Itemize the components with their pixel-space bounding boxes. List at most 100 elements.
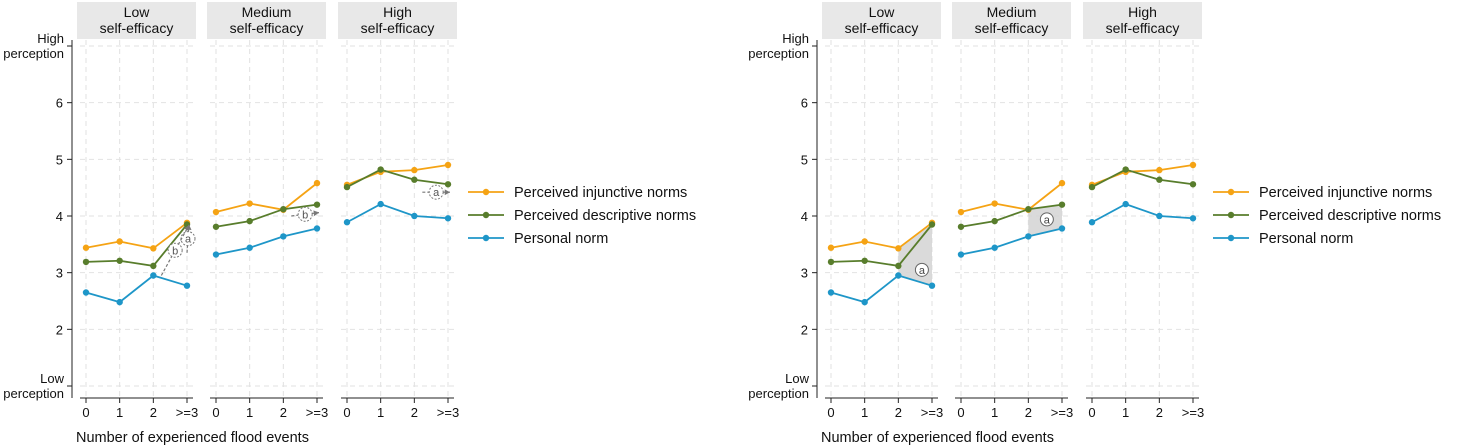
y-tick-label: 3	[801, 266, 808, 281]
x-tick-label: 2	[150, 405, 157, 420]
panel-title-line-1: self-efficacy	[1106, 20, 1180, 36]
y-tick-label: 6	[801, 96, 808, 111]
panel-title: High self-efficacy	[361, 4, 435, 36]
data-point-personal	[1025, 233, 1032, 240]
data-point-descriptive	[377, 166, 384, 173]
data-point-injunctive	[1189, 161, 1197, 169]
panel-title: High self-efficacy	[1106, 4, 1180, 36]
data-point-descriptive	[411, 176, 418, 183]
panel-3: High self-efficacy 0 1 2 >=3	[1083, 2, 1204, 420]
data-point-descriptive	[928, 221, 936, 228]
series-line-injunctive	[215, 182, 318, 213]
data-point-descriptive	[150, 262, 157, 270]
legend-marker-injunctive	[1227, 188, 1235, 196]
x-tick-label: 0	[82, 405, 89, 420]
data-point-personal	[1156, 212, 1163, 220]
series-line-personal	[215, 227, 318, 256]
legend-marker-personal	[1227, 234, 1235, 242]
data-point-personal	[313, 225, 321, 232]
x-tick-label: 0	[1088, 405, 1095, 420]
annotation-label: a	[1044, 214, 1051, 226]
legend: Perceived injunctive norms Perceived desc…	[1213, 185, 1441, 247]
data-point-descriptive	[861, 257, 868, 264]
data-point-injunctive	[150, 245, 157, 252]
y-tick-label: 6	[56, 96, 63, 111]
x-tick-label: 2	[895, 405, 902, 420]
series-line-descriptive	[960, 203, 1063, 228]
x-tick-label: 1	[861, 405, 868, 420]
x-tick-label: 2	[1156, 405, 1163, 420]
y-tick-label-line-0: High	[782, 31, 809, 46]
data-point-injunctive	[827, 244, 835, 251]
x-tick-label: >=3	[1051, 405, 1073, 420]
panel-header	[338, 2, 457, 39]
panel-title-line-1: self-efficacy	[230, 20, 304, 36]
panel-1: Low self-efficacy 0 1 2 >=3 a	[822, 2, 943, 420]
panel-title-line-1: self-efficacy	[975, 20, 1049, 36]
data-point-descriptive	[1156, 176, 1163, 183]
annotation-label: a	[185, 234, 192, 246]
panel-2: Medium self-efficacy 0 1 2 >=3 b	[207, 2, 328, 420]
panel-title: Medium self-efficacy	[230, 4, 304, 36]
series-line-personal	[830, 274, 933, 304]
data-point-personal	[280, 233, 287, 240]
series-line-personal	[1091, 203, 1194, 224]
y-tick-label: 4	[56, 209, 63, 224]
data-point-personal	[82, 289, 90, 296]
data-point-injunctive	[861, 238, 868, 245]
data-point-descriptive	[116, 257, 123, 264]
panel-header	[952, 2, 1071, 39]
y-tick-label-line-0: Low	[40, 371, 64, 386]
legend-label: Personal norm	[1259, 231, 1353, 247]
data-point-descriptive	[895, 262, 902, 270]
panel-title: Medium self-efficacy	[975, 4, 1049, 36]
data-point-personal	[116, 298, 123, 306]
annotation-arrowhead	[183, 225, 189, 232]
data-point-descriptive	[280, 206, 287, 213]
y-tick-label: 4	[801, 209, 808, 224]
data-point-personal	[895, 272, 902, 279]
panel-title-line-0: Low	[869, 4, 896, 20]
data-point-descriptive	[957, 223, 965, 230]
data-point-descriptive	[313, 201, 321, 208]
data-point-personal	[957, 251, 965, 258]
y-tick-label: Low perception	[748, 371, 809, 401]
data-point-injunctive	[991, 200, 998, 207]
series-line-descriptive	[830, 223, 933, 267]
x-tick-label: 2	[411, 405, 418, 420]
x-tick-label: 0	[212, 405, 219, 420]
data-point-descriptive	[343, 183, 351, 191]
y-tick-label: 2	[56, 322, 63, 337]
annotation-arrow-line	[160, 224, 190, 276]
legend-marker-personal	[482, 234, 490, 242]
y-tick-label: Low perception	[3, 371, 64, 401]
panel-title: Low self-efficacy	[100, 4, 174, 36]
x-tick-label: >=3	[176, 405, 198, 420]
panel-2: Medium self-efficacy 0 1 2 >=3 a	[952, 2, 1073, 420]
y-tick-label: 2	[801, 322, 808, 337]
data-point-personal	[991, 244, 998, 251]
data-point-injunctive	[895, 245, 902, 252]
data-point-personal	[444, 215, 452, 222]
series-line-descriptive	[85, 223, 188, 267]
data-point-injunctive	[411, 166, 418, 174]
data-point-injunctive	[246, 200, 253, 207]
annotation-marker	[1039, 212, 1054, 227]
series-line-injunctive	[85, 222, 188, 250]
panel-title-line-1: self-efficacy	[845, 20, 919, 36]
panel-title-line-0: Low	[124, 4, 151, 20]
panel-title: Low self-efficacy	[845, 4, 919, 36]
data-point-personal	[246, 244, 253, 251]
y-tick-label: 3	[56, 266, 63, 281]
data-point-personal	[1122, 200, 1129, 208]
panel-title-line-0: High	[1128, 4, 1157, 20]
legend-label: Perceived injunctive norms	[514, 185, 687, 201]
x-tick-label: >=3	[437, 405, 459, 420]
data-point-descriptive	[991, 217, 998, 225]
data-point-injunctive	[212, 208, 220, 216]
panel-title-line-0: Medium	[242, 4, 292, 20]
series-line-personal	[960, 227, 1063, 256]
data-point-descriptive	[1189, 181, 1197, 188]
